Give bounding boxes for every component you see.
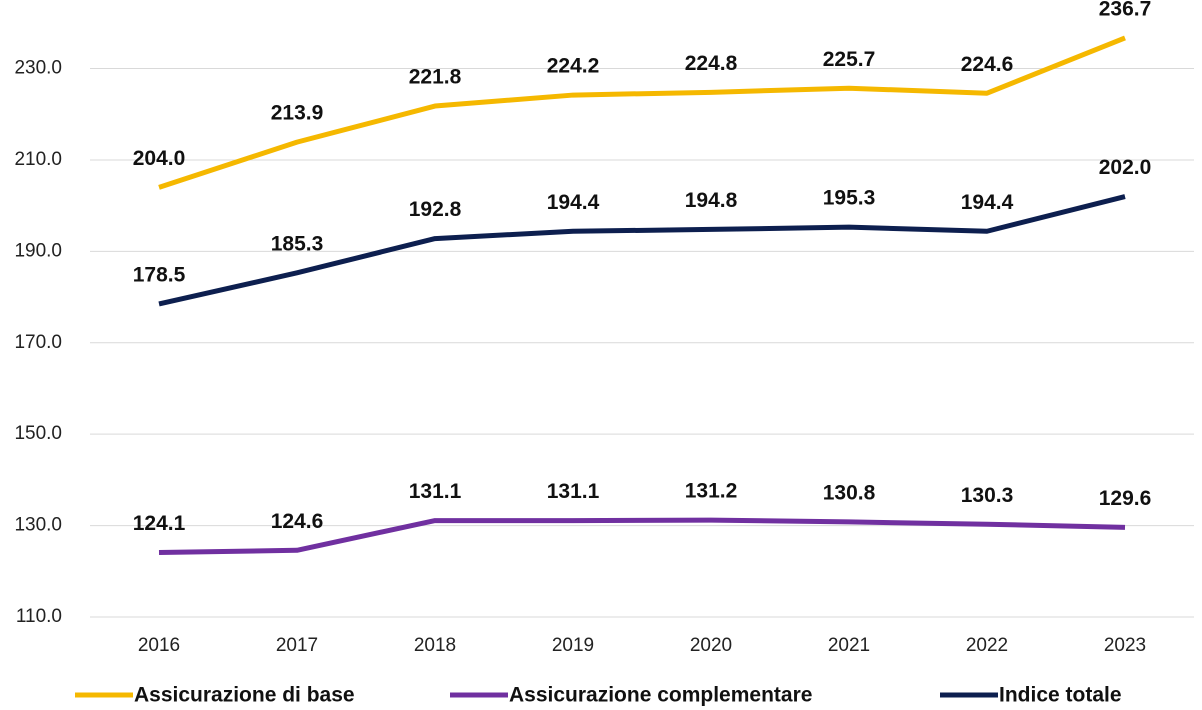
- data-label: 224.8: [685, 52, 738, 75]
- x-tick-label: 2016: [138, 635, 180, 656]
- data-label: 236.7: [1099, 0, 1152, 20]
- data-label: 124.1: [133, 512, 186, 535]
- x-tick-label: 2019: [552, 635, 594, 656]
- data-label: 124.6: [271, 510, 324, 533]
- data-label: 130.8: [823, 481, 876, 504]
- data-label: 194.4: [547, 191, 600, 214]
- legend-label: Assicurazione di base: [134, 684, 355, 707]
- data-label: 224.6: [961, 53, 1014, 76]
- x-tick-label: 2022: [966, 635, 1008, 656]
- data-label: 213.9: [271, 102, 324, 125]
- y-tick-label: 170.0: [14, 332, 62, 353]
- y-tick-label: 130.0: [14, 515, 62, 536]
- data-label: 131.1: [409, 480, 462, 503]
- data-label: 194.8: [685, 189, 738, 212]
- legend-label: Indice totale: [999, 684, 1122, 707]
- y-tick-label: 230.0: [14, 58, 62, 79]
- data-label: 178.5: [133, 263, 186, 286]
- data-label: 194.4: [961, 191, 1014, 214]
- x-tick-label: 2023: [1104, 635, 1146, 656]
- data-label: 225.7: [823, 48, 876, 71]
- data-label: 224.2: [547, 55, 600, 78]
- y-tick-label: 150.0: [14, 423, 62, 444]
- y-tick-label: 110.0: [16, 606, 62, 627]
- data-label: 221.8: [409, 66, 462, 89]
- y-tick-label: 190.0: [14, 240, 62, 261]
- line: [158, 517, 1126, 556]
- data-label: 131.1: [547, 480, 600, 503]
- legend-label: Assicurazione complementare: [509, 684, 812, 707]
- data-label: 129.6: [1099, 487, 1152, 510]
- x-tick-label: 2018: [414, 635, 456, 656]
- x-tick-label: 2021: [828, 635, 870, 656]
- line: [158, 194, 1126, 307]
- data-label: 192.8: [409, 198, 462, 221]
- line: [158, 35, 1126, 190]
- x-tick-label: 2017: [276, 635, 318, 656]
- y-tick-label: 210.0: [14, 149, 62, 170]
- data-label: 204.0: [133, 147, 186, 170]
- data-label: 131.2: [685, 480, 738, 503]
- data-label: 130.3: [961, 484, 1014, 507]
- data-label: 202.0: [1099, 156, 1152, 179]
- data-label: 185.3: [271, 232, 324, 255]
- data-label: 195.3: [823, 187, 876, 210]
- x-tick-label: 2020: [690, 635, 732, 656]
